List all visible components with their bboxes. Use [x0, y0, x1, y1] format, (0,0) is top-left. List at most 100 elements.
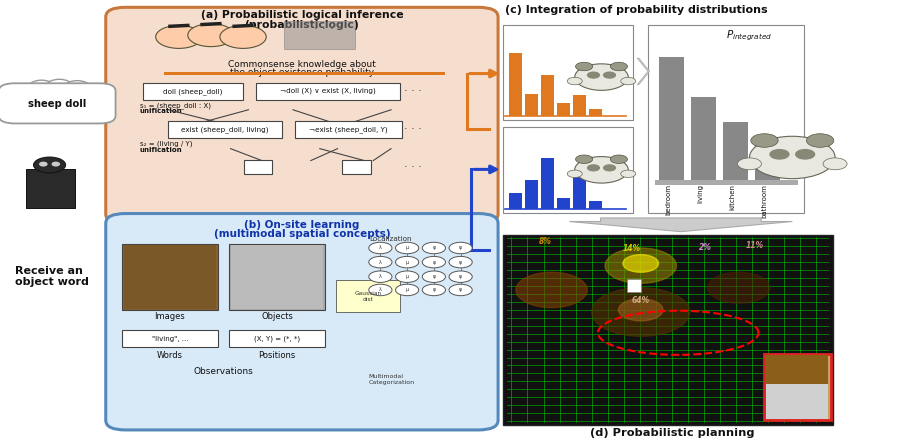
- Bar: [557, 103, 571, 117]
- Bar: [229, 330, 325, 347]
- Text: the object existence probability: the object existence probability: [230, 68, 374, 77]
- Circle shape: [621, 78, 635, 85]
- Circle shape: [605, 248, 677, 284]
- Bar: [342, 159, 371, 174]
- Text: μ: μ: [406, 260, 409, 264]
- Circle shape: [395, 271, 419, 283]
- Circle shape: [29, 80, 54, 93]
- Circle shape: [621, 170, 635, 178]
- Text: Objects: Objects: [261, 311, 292, 321]
- Text: λ: λ: [379, 260, 382, 264]
- Circle shape: [13, 84, 38, 96]
- Circle shape: [567, 78, 582, 85]
- Text: Gaussian
dist: Gaussian dist: [355, 291, 382, 302]
- Circle shape: [449, 284, 473, 295]
- Text: · · ·: · · ·: [314, 23, 334, 36]
- Text: Positions: Positions: [258, 351, 295, 360]
- Text: ¬doll (X) ∨ exist (X, living): ¬doll (X) ∨ exist (X, living): [280, 88, 375, 94]
- Bar: [284, 20, 356, 49]
- Bar: [627, 279, 641, 292]
- Circle shape: [750, 136, 835, 179]
- FancyBboxPatch shape: [0, 83, 115, 124]
- Circle shape: [156, 25, 202, 48]
- Bar: [244, 159, 273, 174]
- Circle shape: [591, 288, 689, 336]
- Bar: [143, 83, 243, 100]
- Circle shape: [47, 79, 72, 92]
- Circle shape: [52, 162, 59, 166]
- Text: φ: φ: [432, 288, 436, 292]
- Circle shape: [588, 165, 599, 171]
- Circle shape: [220, 25, 266, 48]
- Bar: [723, 122, 748, 182]
- Circle shape: [40, 162, 47, 166]
- Circle shape: [80, 84, 105, 96]
- Bar: [659, 58, 683, 182]
- Text: Multimodal
Categorization: Multimodal Categorization: [369, 374, 415, 385]
- Text: · · ·: · · ·: [404, 162, 422, 172]
- Text: (a) Probabilistic logical inference: (a) Probabilistic logical inference: [201, 10, 403, 20]
- Polygon shape: [637, 58, 650, 85]
- Bar: [123, 245, 216, 309]
- Text: 64%: 64%: [632, 296, 650, 306]
- Polygon shape: [570, 218, 792, 232]
- Bar: [589, 202, 602, 209]
- Text: living: living: [698, 184, 703, 203]
- Circle shape: [796, 150, 814, 159]
- Circle shape: [575, 64, 628, 90]
- Circle shape: [806, 134, 833, 147]
- Circle shape: [369, 256, 392, 268]
- Bar: [230, 245, 323, 309]
- Bar: [256, 83, 400, 100]
- Text: 11%: 11%: [746, 241, 764, 250]
- Bar: [508, 193, 522, 209]
- Bar: [655, 180, 797, 185]
- Text: (X, Y) = (*, *): (X, Y) = (*, *): [254, 335, 300, 342]
- Text: "living", ...: "living", ...: [152, 335, 188, 342]
- Bar: [525, 180, 538, 209]
- Circle shape: [824, 158, 847, 170]
- Text: kitchen: kitchen: [729, 184, 735, 210]
- Text: (b) On-site learning: (b) On-site learning: [244, 220, 360, 230]
- Circle shape: [567, 170, 582, 178]
- Text: (multimodal spatial concepts): (multimodal spatial concepts): [213, 229, 391, 240]
- Text: bedroom: bedroom: [665, 184, 671, 215]
- Text: Images: Images: [155, 311, 185, 321]
- Circle shape: [623, 255, 659, 272]
- Text: 2%: 2%: [698, 244, 711, 253]
- Bar: [122, 330, 218, 347]
- Text: φ: φ: [432, 274, 436, 279]
- Text: ¬exist (sheep_doll, Y): ¬exist (sheep_doll, Y): [309, 126, 388, 132]
- Text: sheep doll: sheep doll: [28, 99, 86, 109]
- Circle shape: [770, 150, 789, 159]
- Bar: [25, 168, 75, 208]
- Circle shape: [449, 271, 473, 283]
- Text: μ: μ: [406, 288, 409, 292]
- Text: Observations: Observations: [194, 367, 253, 376]
- Text: unification: unification: [140, 109, 183, 114]
- Circle shape: [422, 271, 446, 283]
- Circle shape: [576, 62, 593, 71]
- Circle shape: [369, 242, 392, 254]
- Circle shape: [610, 62, 627, 71]
- Bar: [573, 95, 586, 117]
- Circle shape: [395, 256, 419, 268]
- Circle shape: [449, 242, 473, 254]
- Text: $P_{\it{integrated}}$: $P_{\it{integrated}}$: [725, 28, 772, 43]
- Text: · · ·: · · ·: [404, 124, 422, 134]
- Text: (c) Integration of probability distributions: (c) Integration of probability distribut…: [505, 5, 768, 15]
- Text: ψ: ψ: [459, 274, 463, 279]
- Text: λ: λ: [379, 245, 382, 250]
- Bar: [168, 121, 283, 138]
- Circle shape: [369, 284, 392, 295]
- Circle shape: [575, 156, 628, 183]
- Circle shape: [395, 284, 419, 295]
- Circle shape: [516, 272, 587, 307]
- FancyBboxPatch shape: [105, 8, 498, 224]
- Text: doll (sheep_doll): doll (sheep_doll): [164, 88, 223, 95]
- Text: Words: Words: [157, 351, 183, 360]
- Bar: [589, 109, 602, 117]
- Bar: [648, 25, 804, 213]
- Text: (d) Probabilistic planning: (d) Probabilistic planning: [590, 428, 754, 438]
- Circle shape: [65, 81, 90, 93]
